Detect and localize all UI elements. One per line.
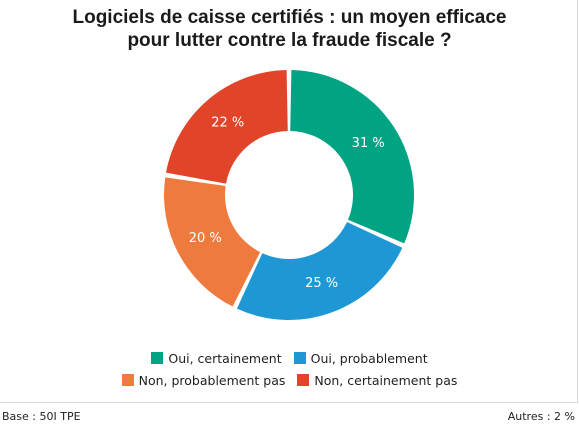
legend-label: Oui, certainement [168, 350, 282, 366]
donut-slice-1 [236, 222, 403, 320]
legend-label: Non, probablement pas [138, 372, 286, 388]
donut-slice-2 [164, 177, 261, 307]
legend-swatch [121, 374, 134, 386]
slice-value-label-3: 22 % [211, 116, 244, 131]
footer-autres: Autres : 2 % [507, 410, 575, 423]
legend-row-1: Oui, certainement Oui, probablement [0, 347, 579, 369]
donut-slice-0 [290, 70, 415, 244]
legend-item-oui-probablement: Oui, probablement [293, 350, 428, 366]
donut-chart: 31 % 25 % 20 % 22 % [164, 70, 415, 320]
legend-item-non-certainement-pas: Non, certainement pas [297, 373, 457, 388]
legend-label: Oui, probablement [310, 350, 428, 366]
chart-title: Logiciels de caisse certifiés : un moyen… [0, 6, 579, 52]
chart-legend: Oui, certainement Oui, probablement Non,… [0, 347, 579, 391]
footer-base: Base : 50I TPE [2, 410, 81, 423]
slice-value-label-2: 20 % [189, 231, 222, 246]
legend-swatch [293, 352, 306, 364]
legend-swatch [297, 374, 310, 386]
donut-slice-3 [166, 70, 288, 184]
slice-value-label-0: 31 % [352, 136, 385, 151]
legend-label: Non, certainement pas [314, 372, 458, 388]
chart-frame [0, 0, 578, 403]
legend-swatch [151, 352, 164, 364]
chart-title-line-1: Logiciels de caisse certifiés : un moyen… [72, 7, 507, 28]
legend-item-non-probablement-pas: Non, probablement pas [121, 372, 286, 388]
legend-row-2: Non, probablement pas Non, certainement … [0, 369, 579, 391]
slice-value-label-1: 25 % [305, 276, 338, 291]
legend-item-oui-certainement: Oui, certainement [151, 350, 282, 366]
chart-title-line-2: pour lutter contre la fraude fiscale ? [127, 30, 452, 51]
